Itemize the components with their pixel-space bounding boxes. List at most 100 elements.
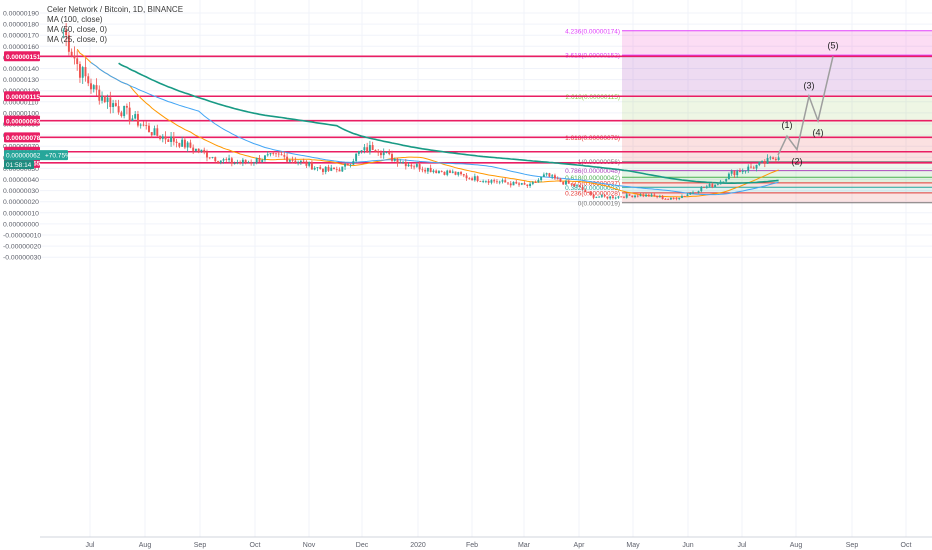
candle-body: [722, 181, 725, 183]
candle-body: [769, 157, 772, 159]
candle-body: [109, 97, 112, 108]
candle-body: [139, 124, 142, 126]
candle-body: [335, 169, 338, 170]
candle-body: [664, 198, 667, 200]
candle-body: [708, 184, 711, 187]
candle-body: [556, 178, 559, 180]
ma-25-label[interactable]: MA (25, close, 0): [47, 35, 108, 44]
candle-body: [603, 195, 606, 197]
candle-body: [565, 180, 567, 185]
chart-title: Celer Network / Bitcoin, 1D, BINANCE: [47, 5, 184, 14]
candle-body: [148, 125, 150, 133]
candle-body: [84, 67, 87, 77]
y-tick-label: 0.00000050: [3, 166, 39, 173]
x-tick-label: Jul: [86, 542, 95, 549]
candle-body: [382, 152, 385, 156]
candle-body: [219, 160, 222, 163]
candle-body: [62, 29, 65, 31]
y-tick-label: 0.00000100: [3, 110, 39, 117]
wave-label: (2): [792, 157, 803, 167]
candle-body: [363, 147, 366, 151]
candle-body: [186, 142, 189, 148]
candle-body: [727, 173, 730, 180]
candle-body: [449, 170, 451, 173]
horizontal-lines[interactable]: [40, 55, 932, 164]
y-tick-label: 0.00000140: [3, 66, 39, 73]
ma-50-label[interactable]: MA (50, close, 0): [47, 25, 108, 34]
x-tick-label: 2020: [410, 542, 426, 549]
candle-body: [313, 167, 316, 170]
wave-path[interactable]: [777, 56, 834, 156]
candle-body: [377, 151, 380, 153]
candle-body: [418, 164, 421, 170]
candle-body: [269, 153, 272, 155]
candle-body: [573, 184, 576, 187]
price-tag-text: 0.00000151: [6, 54, 41, 61]
candle-body: [244, 159, 247, 163]
candle-body: [203, 149, 206, 152]
candle-body: [576, 185, 578, 187]
candle-body: [346, 163, 349, 166]
candle-body: [114, 103, 117, 107]
candle-body: [741, 170, 744, 172]
candle-body: [230, 158, 233, 164]
candle-body: [65, 29, 68, 36]
candle-body: [404, 162, 407, 167]
candle-body: [123, 105, 126, 117]
candle-body: [714, 184, 717, 187]
candle-body: [344, 163, 347, 167]
candle-body: [357, 151, 360, 154]
candle-body: [553, 175, 556, 179]
fib-level-label: 0(0.00000019): [578, 200, 620, 207]
elliott-wave-projection[interactable]: (1) (2) (3) (4) (5): [777, 40, 839, 167]
candle-body: [589, 192, 592, 195]
candle-body: [393, 159, 396, 161]
candle-body: [385, 152, 388, 153]
candle-body: [352, 161, 355, 165]
candle-body: [98, 89, 101, 101]
candle-body: [178, 142, 181, 147]
candle-body: [479, 180, 482, 182]
candle-body: [255, 157, 258, 163]
candle-body: [310, 161, 313, 170]
candle-body: [703, 187, 706, 189]
fib-zone: [622, 187, 932, 193]
candle-body: [175, 141, 178, 143]
candle-body: [103, 96, 106, 103]
candle-body: [747, 166, 750, 171]
y-tick-label: 0.00000160: [3, 44, 39, 51]
candle-body: [338, 169, 341, 172]
candle-body: [526, 184, 529, 186]
ma-100-label[interactable]: MA (100, close): [47, 15, 103, 24]
candle-body: [308, 161, 311, 166]
candle-body: [498, 181, 501, 183]
ma-50-line: [90, 62, 779, 196]
candle-body: [515, 181, 518, 184]
candle-body: [581, 187, 584, 191]
candle-body: [645, 194, 648, 197]
candle-body: [76, 58, 79, 65]
candle-body: [567, 180, 570, 184]
price-tag: [4, 115, 40, 126]
candle-body: [67, 35, 70, 52]
candle-body: [159, 135, 162, 139]
candle-body: [623, 196, 625, 198]
candle-body: [504, 180, 507, 183]
candle-body: [120, 112, 123, 117]
candle-body: [495, 181, 498, 183]
candle-body: [587, 192, 590, 193]
candle-body: [81, 67, 84, 78]
candles: [62, 23, 780, 201]
fibonacci-retracement[interactable]: 4.236(0.00000174)3.618(0.00000152)2.618(…: [565, 28, 932, 207]
candle-body: [680, 196, 683, 198]
candle-body: [261, 160, 264, 162]
candle-body: [429, 167, 432, 173]
candle-body: [462, 174, 465, 176]
candle-body: [683, 196, 686, 197]
candle-body: [73, 55, 76, 59]
candle-body: [548, 173, 551, 177]
candle-body: [443, 171, 446, 175]
candle-body: [391, 154, 393, 161]
candle-body: [738, 171, 741, 172]
